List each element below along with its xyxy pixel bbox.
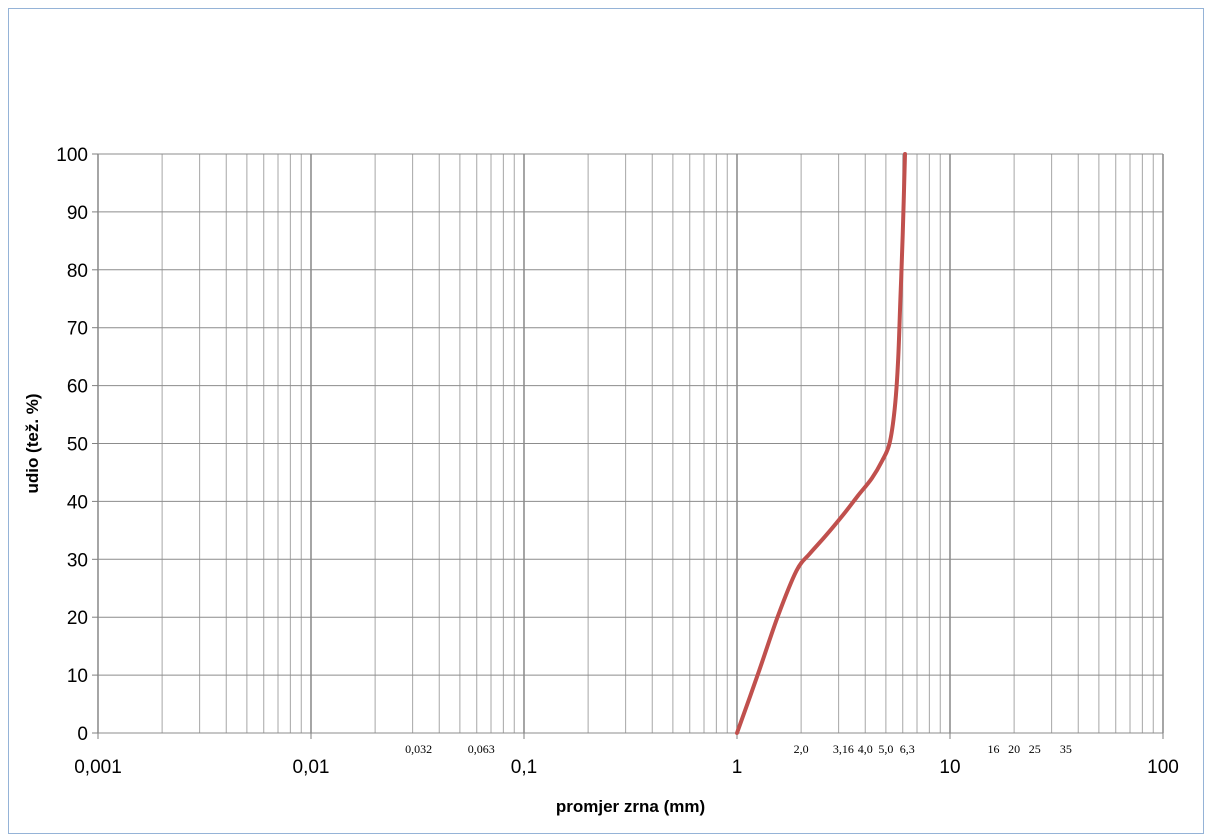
sieve-size-label: 0,032 (405, 742, 432, 756)
x-tick-label: 0,01 (293, 757, 330, 778)
sieve-size-label: 16 (987, 742, 999, 756)
x-tick-label: 0,001 (74, 757, 122, 778)
y-tick-label: 90 (67, 203, 88, 224)
x-axis-title: promjer zrna (mm) (556, 797, 705, 816)
sieve-size-label: 6,3 (900, 742, 915, 756)
grid (92, 153, 1164, 739)
sieve-size-label: 0,063 (468, 742, 495, 756)
sieve-size-label: 2,0 (794, 742, 809, 756)
sieve-size-label: 5,0 (878, 742, 893, 756)
x-tick-label: 100 (1147, 757, 1179, 778)
sieve-size-label: 20 (1008, 742, 1020, 756)
sieve-size-label: 4,0 (858, 742, 873, 756)
x-tick-label: 1 (732, 757, 743, 778)
chart-frame (8, 8, 1204, 834)
x-tick-label: 10 (939, 757, 960, 778)
sieve-size-label: 25 (1029, 742, 1041, 756)
y-tick-label: 70 (67, 319, 88, 340)
sieve-size-label: 35 (1060, 742, 1072, 756)
y-tick-label: 50 (67, 435, 88, 456)
y-tick-label: 20 (67, 608, 88, 629)
tick-labels: 0 10 20 30 40 50 60 70 80 90 100 0,001 0,01 0,1 1 10 100 (56, 145, 1179, 778)
y-tick-label: 40 (67, 492, 88, 513)
y-tick-label: 30 (67, 550, 88, 571)
y-tick-label: 10 (67, 666, 88, 687)
sieve-size-label: 3,16 (833, 742, 854, 756)
y-tick-label: 80 (67, 261, 88, 282)
grading-curve-line (735, 152, 907, 735)
sieve-annotations: 0,032 0,063 2,0 3,16 4,0 5,0 6,3 16 20 25 35 (405, 742, 1072, 756)
x-tick-label: 0,1 (511, 757, 537, 778)
series-layer (735, 152, 907, 735)
y-tick-label: 0 (77, 724, 88, 745)
y-axis-title: udio (tež. %) (23, 393, 42, 493)
y-tick-label: 60 (67, 377, 88, 398)
y-tick-label: 100 (56, 145, 88, 166)
